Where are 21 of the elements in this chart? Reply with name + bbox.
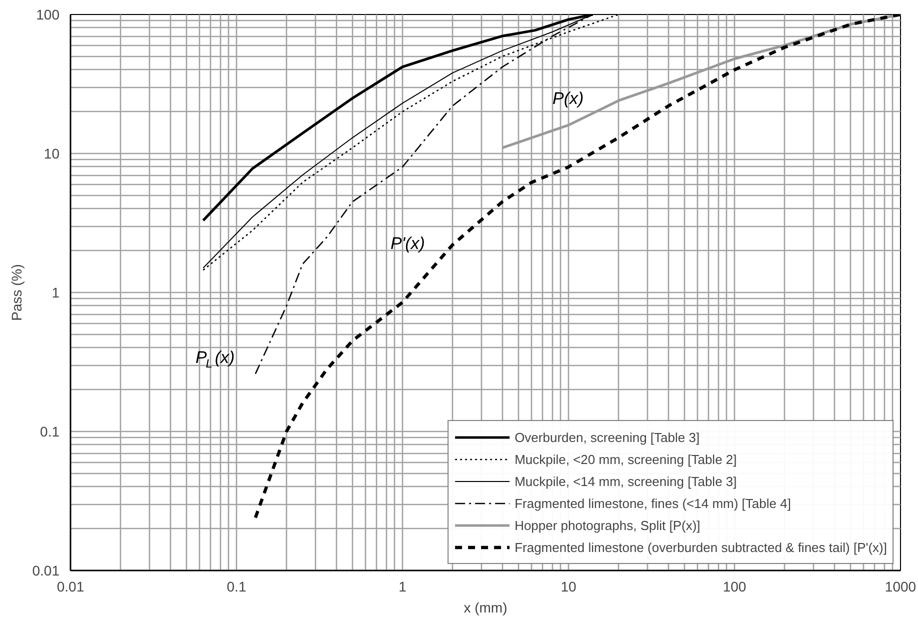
x-tick-label: 0.01 [56,578,84,594]
y-tick-label: 1 [52,284,60,300]
legend-label: Muckpile, <20 mm, screening [Table 2] [514,450,737,468]
legend-label: Hopper photographs, Split [P(x)] [514,516,700,534]
legend-label: Overburden, screening [Table 3] [514,428,700,446]
x-tick-label: 1 [398,578,407,594]
legend-label: Fragmented limestone (overburden subtracted & fines tail) [P'(x)] [514,538,887,556]
y-tick-label: 10 [44,146,60,162]
x-tick-label: 100 [722,578,746,594]
x-tick-label: 1000 [884,578,916,594]
y-tick-label: 100 [36,6,60,22]
annotation: P(x) [552,89,584,108]
annotation: P'(x) [390,234,425,253]
x-axis-title: x (mm) [464,600,508,616]
y-tick-label: 0.1 [40,424,60,440]
legend-label: Fragmented limestone, fines (<14 mm) [Table 4] [514,494,791,512]
y-axis-title: Pass (%) [8,264,24,321]
legend-label: Muckpile, <14 mm, screening [Table 3] [514,472,737,490]
x-tick-label: 0.1 [226,578,246,594]
y-tick-label: 0.01 [32,562,60,578]
x-tick-label: 10 [560,578,576,594]
